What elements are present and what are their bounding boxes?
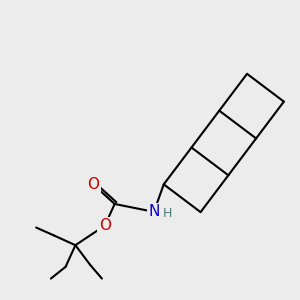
Text: H: H [163, 207, 172, 220]
Text: O: O [99, 218, 111, 233]
Text: O: O [87, 177, 99, 192]
Text: N: N [148, 204, 160, 219]
